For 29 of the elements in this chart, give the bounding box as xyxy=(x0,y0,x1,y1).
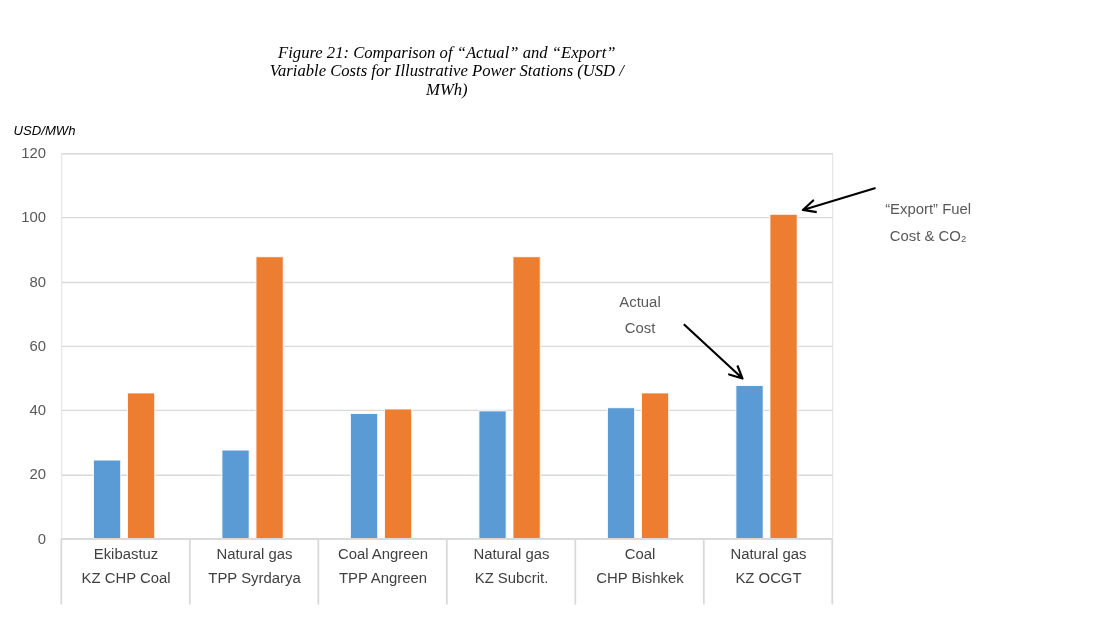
chart-title: Figure 21: Comparison of “Actual” and “Export” Variable Costs for Illustrative Power Stations (USD / MWh) xyxy=(269,42,626,99)
bar xyxy=(606,407,636,540)
bar xyxy=(127,392,156,540)
bar xyxy=(641,392,670,540)
x-tick-label: Coal Angreen TPP Angreen xyxy=(337,546,429,587)
bar xyxy=(93,459,122,540)
x-tick-label: Natural gas KZ OCGT xyxy=(730,546,807,587)
bar xyxy=(735,385,764,540)
bar xyxy=(478,410,507,540)
y-axis-title: USD/MWh xyxy=(13,123,76,139)
y-tick-label: 40 xyxy=(29,402,46,419)
x-tick-label: Coal CHP Bishkek xyxy=(596,546,685,587)
y-tick-label: 120 xyxy=(21,145,46,162)
y-tick-label: 60 xyxy=(29,337,46,354)
bar xyxy=(350,413,379,540)
text: “Export” Fuel Cost & CO₂ xyxy=(885,201,972,244)
x-tick-label: Ekibastuz KZ CHP Coal xyxy=(81,546,171,587)
y-tick-label: 0 xyxy=(37,530,46,547)
bar xyxy=(769,213,798,540)
bar xyxy=(221,449,250,540)
annotation: Actual Cost xyxy=(619,293,661,336)
x-tick-label: Natural gas TPP Syrdarya xyxy=(208,546,302,587)
y-tick-label: 20 xyxy=(29,466,46,483)
y-tick-label: 80 xyxy=(29,273,46,290)
bar xyxy=(512,256,541,540)
bar xyxy=(255,256,284,540)
bar xyxy=(384,408,413,540)
y-tick-label: 100 xyxy=(21,209,46,226)
x-tick-label: Natural gas KZ Subcrit. xyxy=(473,546,550,587)
